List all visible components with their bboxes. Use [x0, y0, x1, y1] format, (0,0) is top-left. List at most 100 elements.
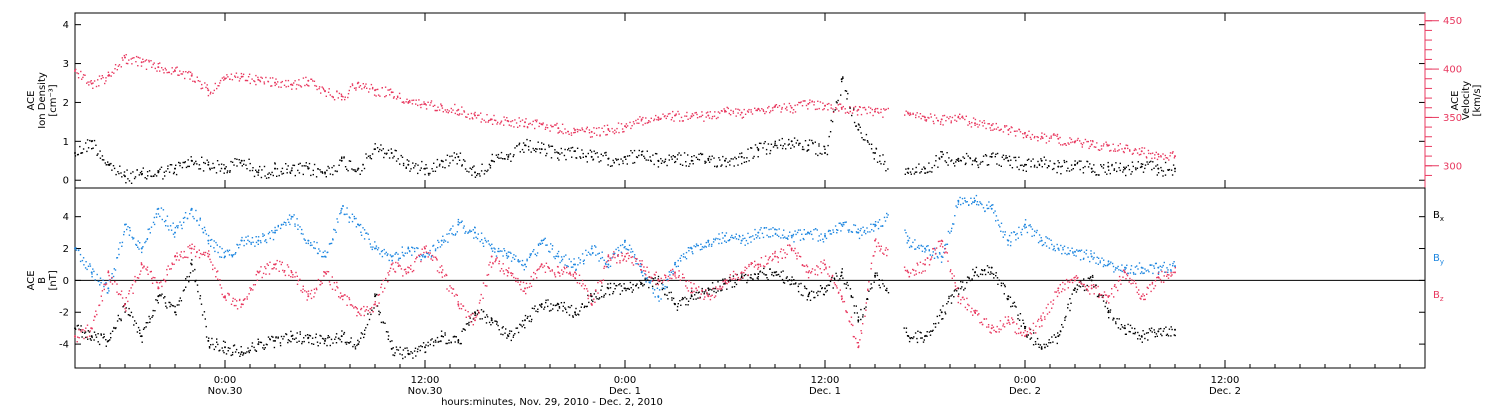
- data-point: [750, 236, 752, 238]
- data-point: [250, 243, 252, 245]
- data-point: [602, 279, 605, 281]
- data-point: [864, 108, 867, 111]
- data-point: [1118, 149, 1120, 151]
- data-point: [389, 267, 392, 269]
- data-point: [257, 236, 260, 238]
- data-point: [952, 223, 954, 225]
- data-marker: [674, 114, 676, 117]
- data-point: [101, 75, 103, 77]
- data-point: [206, 159, 208, 161]
- data-point: [452, 234, 454, 236]
- data-point: [506, 154, 508, 156]
- data-point: [305, 291, 308, 293]
- data-point: [351, 83, 354, 85]
- data-point: [437, 247, 439, 249]
- data-point: [356, 344, 358, 347]
- data-point: [1028, 158, 1030, 160]
- data-point: [1074, 160, 1076, 162]
- data-point: [808, 293, 810, 295]
- data-point: [163, 72, 165, 74]
- data-point: [371, 153, 374, 155]
- data-point: [950, 120, 952, 122]
- data-point: [394, 253, 396, 255]
- data-point: [772, 235, 774, 237]
- data-point: [353, 307, 355, 309]
- data-point: [1024, 219, 1027, 221]
- data-point: [658, 300, 660, 302]
- data-point: [765, 111, 767, 113]
- data-point: [818, 235, 820, 237]
- data-point: [614, 129, 616, 131]
- data-point: [279, 260, 281, 263]
- data-point: [283, 84, 286, 86]
- data-point: [269, 261, 271, 263]
- data-point: [863, 229, 866, 232]
- data-point: [334, 338, 336, 340]
- data-marker: [1024, 223, 1026, 226]
- data-point: [240, 72, 243, 75]
- data-point: [1147, 269, 1149, 271]
- data-point: [823, 108, 825, 110]
- data-point: [913, 173, 916, 175]
- data-point: [559, 275, 561, 277]
- data-point: [362, 164, 364, 166]
- data-point: [292, 334, 294, 337]
- data-point: [239, 77, 241, 80]
- data-point: [780, 271, 782, 273]
- data-point: [915, 166, 917, 169]
- data-point: [487, 240, 489, 242]
- data-point: [950, 302, 953, 304]
- data-point: [107, 71, 110, 73]
- data-point: [711, 117, 713, 120]
- y-tick-label: 4: [63, 212, 69, 223]
- data-point: [471, 174, 473, 176]
- data-point: [730, 158, 732, 160]
- data-point: [568, 258, 570, 260]
- data-point: [1074, 141, 1076, 144]
- data-point: [175, 314, 177, 316]
- data-marker: [557, 255, 560, 258]
- data-point: [456, 113, 459, 116]
- data-point: [1160, 155, 1162, 157]
- data-point: [510, 272, 513, 274]
- data-point: [712, 287, 715, 290]
- data-point: [281, 261, 283, 264]
- data-point: [1019, 164, 1022, 167]
- data-point: [756, 146, 758, 149]
- data-point: [526, 126, 529, 128]
- data-point: [921, 115, 924, 117]
- data-marker: [374, 295, 376, 298]
- data-point: [941, 318, 943, 320]
- data-marker: [90, 271, 93, 274]
- data-point: [803, 148, 805, 151]
- data-point: [338, 337, 340, 339]
- data-point: [536, 252, 539, 254]
- data-point: [938, 314, 941, 317]
- data-point: [1011, 305, 1014, 307]
- data-point: [299, 226, 301, 228]
- data-point: [550, 309, 552, 312]
- data-point: [985, 155, 988, 157]
- data-marker: [457, 155, 460, 158]
- data-point: [496, 123, 498, 125]
- data-point: [506, 117, 508, 119]
- data-point: [774, 252, 776, 254]
- data-point: [243, 159, 245, 162]
- data-point: [626, 288, 628, 290]
- data-point: [350, 304, 353, 306]
- data-point: [1101, 165, 1103, 168]
- data-point: [686, 111, 688, 114]
- data-point: [179, 221, 181, 223]
- data-point: [620, 158, 622, 160]
- data-point: [582, 260, 585, 262]
- data-point: [814, 141, 816, 143]
- data-point: [384, 287, 386, 289]
- data-point: [834, 225, 837, 227]
- data-point: [506, 257, 508, 259]
- data-point: [855, 231, 858, 233]
- data-point: [434, 104, 436, 107]
- data-point: [698, 291, 700, 293]
- data-point: [678, 152, 680, 154]
- data-point: [881, 279, 883, 281]
- data-point: [1000, 128, 1002, 130]
